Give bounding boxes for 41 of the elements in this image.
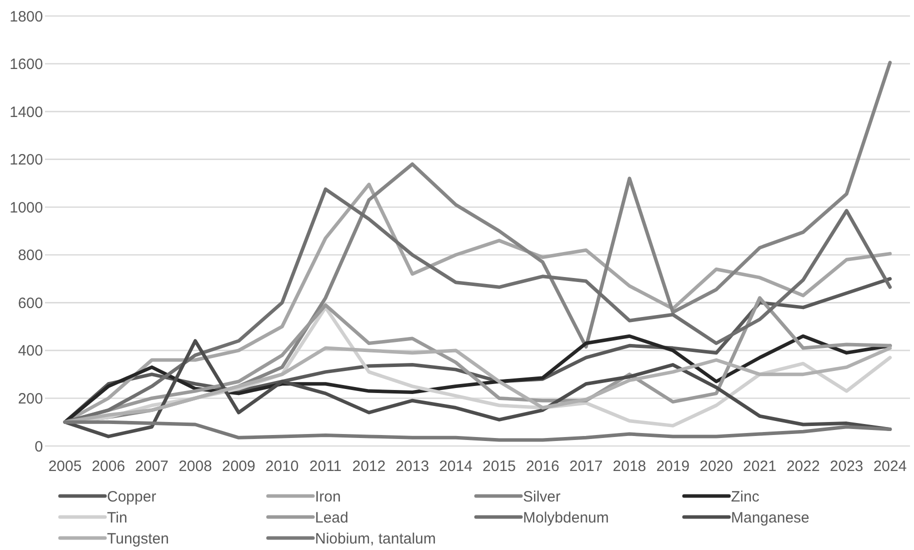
- legend-label: Lead: [315, 509, 348, 526]
- x-tick-label: 2016: [526, 458, 560, 475]
- x-tick-label: 2022: [786, 458, 820, 475]
- y-tick-label: 1800: [10, 8, 43, 26]
- legend-label: Molybdenum: [523, 509, 609, 526]
- x-tick-label: 2011: [309, 458, 342, 475]
- y-tick-label: 400: [18, 342, 43, 360]
- x-tick-label: 2023: [830, 458, 864, 475]
- x-tick-label: 2021: [743, 458, 776, 475]
- x-tick-label: 2012: [352, 458, 386, 475]
- legend-label: Niobium, tantalum: [315, 530, 436, 548]
- x-tick-label: 2009: [222, 458, 256, 475]
- legend-label: Tin: [107, 509, 128, 526]
- x-tick-label: 2020: [700, 458, 734, 475]
- legend-label: Silver: [523, 488, 561, 506]
- y-tick-label: 0: [34, 438, 43, 456]
- x-tick-label: 2010: [265, 458, 299, 475]
- y-tick-label: 200: [18, 390, 43, 408]
- x-tick-label: 2017: [569, 458, 603, 475]
- x-tick-label: 2014: [439, 458, 472, 475]
- x-tick-label: 2008: [178, 458, 212, 475]
- y-tick-label: 1400: [10, 104, 43, 121]
- x-tick-label: 2007: [135, 458, 169, 475]
- line-series: [63, 339, 892, 438]
- x-tick-label: 2015: [482, 458, 516, 475]
- y-tick-label: 1000: [10, 199, 43, 216]
- x-tick-label: 2018: [612, 458, 646, 475]
- x-tick-label: 2019: [656, 458, 690, 475]
- x-tick-label: 2005: [48, 458, 82, 475]
- x-tick-label: 2006: [92, 458, 126, 475]
- legend-label: Iron: [315, 488, 341, 506]
- legend-label: Manganese: [731, 509, 810, 526]
- x-tick-label: 2024: [873, 458, 907, 475]
- x-tick-label: 2013: [396, 458, 430, 475]
- y-tick-label: 1200: [10, 152, 43, 169]
- y-tick-label: 800: [18, 247, 43, 264]
- legend-label: Copper: [107, 488, 156, 506]
- legend-label: Tungsten: [107, 530, 169, 548]
- y-tick-label: 600: [18, 294, 43, 312]
- y-tick-label: 1600: [10, 56, 43, 74]
- legend-label: Zinc: [731, 488, 760, 506]
